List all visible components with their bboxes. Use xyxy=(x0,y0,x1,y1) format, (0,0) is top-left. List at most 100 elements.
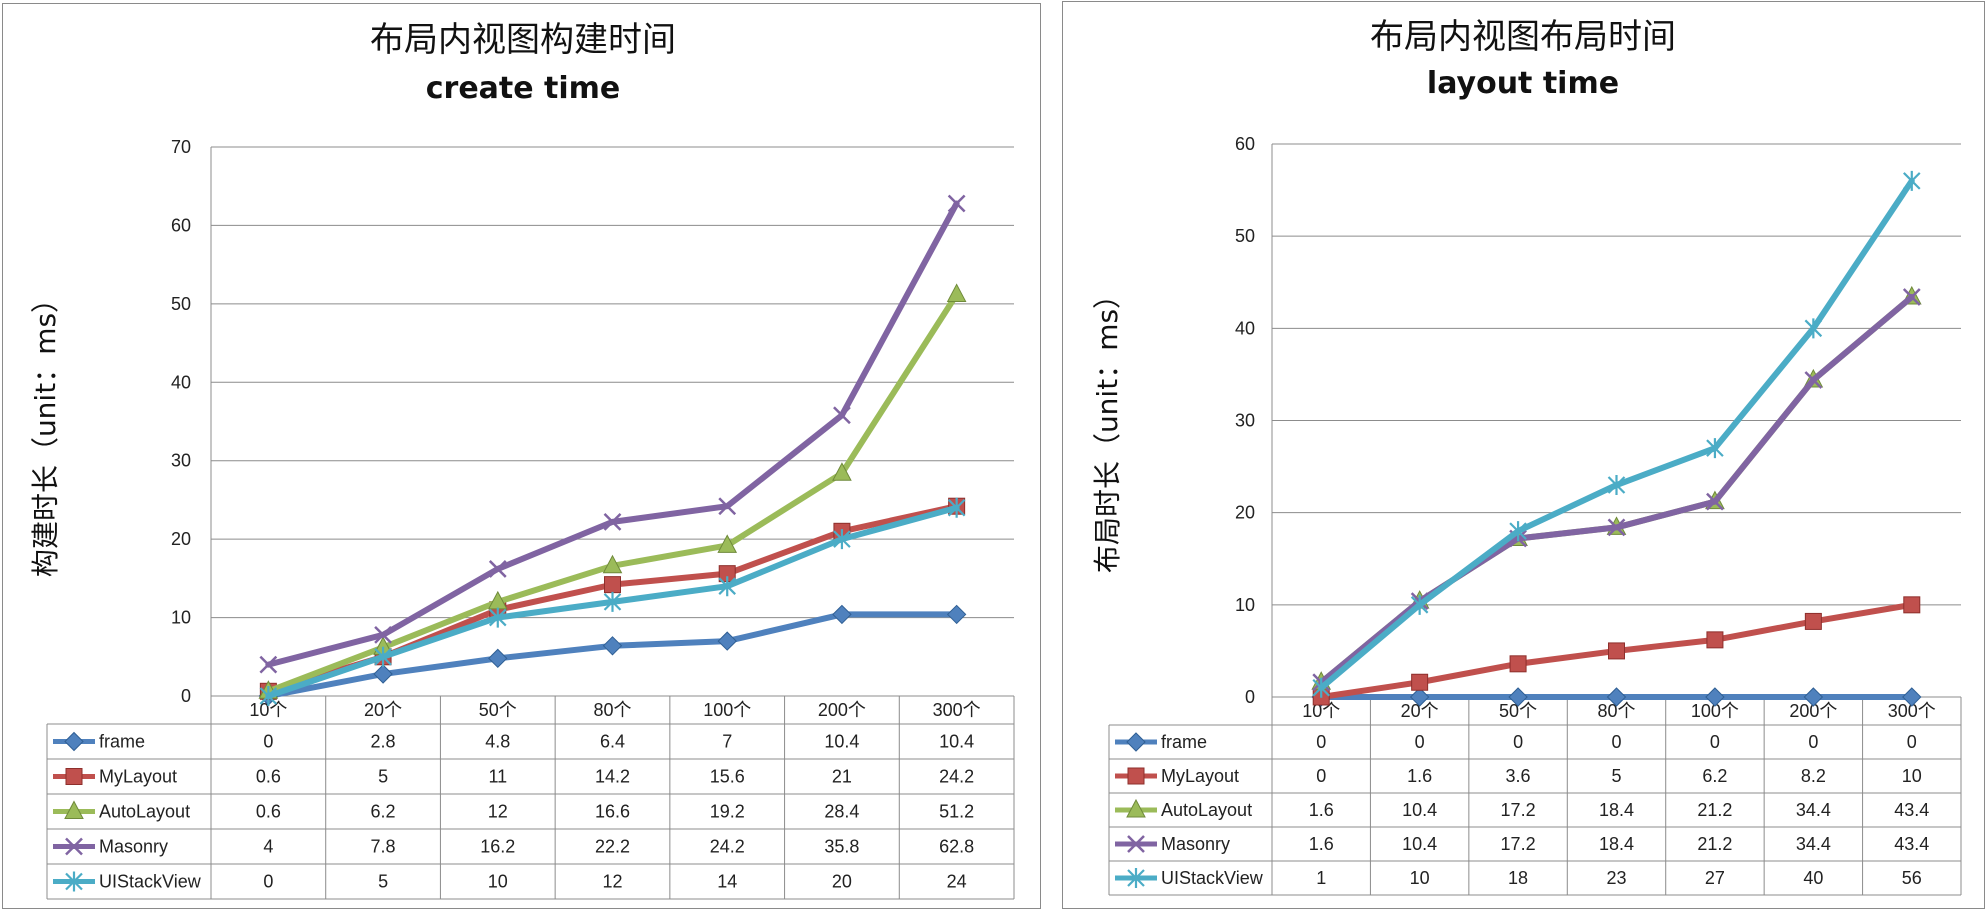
table-cell: 18.4 xyxy=(1599,834,1634,854)
table-cell: 10 xyxy=(488,872,508,892)
legend-label-autolayout: AutoLayout xyxy=(99,802,190,822)
legend-marker-autolayout xyxy=(64,800,84,819)
table-cell: 14.2 xyxy=(595,767,630,787)
legend-marker-uistackview xyxy=(1127,868,1145,888)
legend-marker-masonry xyxy=(65,837,83,856)
data-point-frame xyxy=(1803,687,1824,707)
table-cell: 0.6 xyxy=(256,802,281,822)
table-cell: 56 xyxy=(1902,868,1922,888)
data-point-frame xyxy=(1606,687,1627,707)
x-tick-label: 50个 xyxy=(1499,701,1537,721)
chart-title: 布局内视图构建时间 xyxy=(370,20,676,60)
data-point-frame xyxy=(373,664,393,684)
y-tick-label: 60 xyxy=(171,215,191,235)
x-tick-label: 80个 xyxy=(593,700,631,720)
y-tick-label: 40 xyxy=(171,372,191,392)
data-point-masonry xyxy=(1902,288,1921,306)
data-point-frame xyxy=(1902,687,1922,707)
chart-title: 布局内视图布局时间 xyxy=(1370,17,1676,57)
series-uistackview xyxy=(259,497,966,706)
table-cell: 0 xyxy=(1808,732,1818,752)
legend-label-frame: frame xyxy=(99,732,145,752)
table-cell: 10.4 xyxy=(1402,800,1437,820)
legend-label-mylayout: MyLayout xyxy=(1161,766,1239,786)
table-cell: 21.2 xyxy=(1697,800,1732,820)
table-cell: 21.2 xyxy=(1697,834,1732,854)
legend-label-uistackview: UIStackView xyxy=(1161,868,1264,888)
chart-subtitle: create time xyxy=(426,71,621,106)
data-point-mylayout xyxy=(1608,642,1625,660)
table-cell: 10 xyxy=(1902,766,1922,786)
table-cell: 35.8 xyxy=(824,837,859,857)
y-tick-label: 50 xyxy=(171,294,191,314)
data-point-uistackview xyxy=(259,686,278,706)
legend-marker-frame xyxy=(64,731,84,752)
table-cell: 16.2 xyxy=(480,837,515,857)
table-cell: 1 xyxy=(1316,868,1326,888)
data-point-mylayout xyxy=(1903,596,1921,614)
table-cell: 34.4 xyxy=(1796,800,1831,820)
table-cell: 14 xyxy=(717,872,737,892)
table-cell: 11 xyxy=(488,767,507,787)
table-cell: 0 xyxy=(1710,732,1720,752)
x-tick-label: 200个 xyxy=(818,700,866,720)
legend-marker-uistackview xyxy=(65,871,83,892)
table-cell: 28.4 xyxy=(824,802,859,822)
data-point-frame xyxy=(1705,687,1725,707)
table-cell: 18 xyxy=(1508,868,1528,888)
table-cell: 0 xyxy=(1316,766,1326,786)
table-cell: 51.2 xyxy=(939,802,974,822)
data-point-uistackview xyxy=(489,607,507,628)
data-point-mylayout xyxy=(1411,673,1429,691)
y-tick-label: 0 xyxy=(1245,687,1255,707)
y-tick-label: 30 xyxy=(1235,411,1255,431)
legend-label-autolayout: AutoLayout xyxy=(1161,800,1252,820)
table-cell: 62.8 xyxy=(939,837,974,857)
data-point-masonry xyxy=(374,625,392,644)
data-table: 10个 20个 50个 80个 100个 200个 300个 frame 0 0 0 0 0 0 0 MyLa… xyxy=(1108,697,1962,896)
table-cell: 6.2 xyxy=(1702,766,1727,786)
table-cell: 43.4 xyxy=(1894,834,1929,854)
table-cell: 17.2 xyxy=(1501,800,1536,820)
data-point-uistackview xyxy=(718,576,736,597)
data-point-uistackview xyxy=(1312,677,1330,698)
data-point-masonry xyxy=(603,513,622,531)
y-tick-label: 20 xyxy=(171,529,191,549)
legend-marker-mylayout xyxy=(65,768,83,785)
table-cell: 21 xyxy=(832,767,852,787)
data-point-uistackview xyxy=(1706,438,1724,459)
data-point-autolayout xyxy=(946,283,967,302)
legend-label-masonry: Masonry xyxy=(99,837,168,857)
x-tick-label: 100个 xyxy=(703,700,751,720)
data-point-uistackview xyxy=(947,497,966,518)
legend-label-uistackview: UIStackView xyxy=(99,872,202,892)
data-point-masonry xyxy=(718,497,737,516)
legend-marker-autolayout xyxy=(1126,798,1146,818)
table-cell: 0 xyxy=(1316,732,1326,752)
series-line-uistackview xyxy=(1318,177,1915,691)
series-line-autolayout xyxy=(265,291,960,695)
table-cell: 40 xyxy=(1803,868,1823,888)
data-point-uistackview xyxy=(833,529,851,550)
table-cell: 10 xyxy=(1410,868,1430,888)
table-cell: 7.8 xyxy=(371,837,396,857)
create-time-chart: 布局内视图构建时间 create time 构建时长（unit：ms） 0 10 20 30… xyxy=(29,20,1015,900)
legend-marker-masonry xyxy=(1127,835,1145,853)
table-cell: 12 xyxy=(602,872,622,892)
data-point-frame xyxy=(488,648,508,669)
table-cell: 17.2 xyxy=(1501,834,1536,854)
table-cell: 24 xyxy=(947,872,967,892)
data-point-masonry xyxy=(833,406,851,425)
table-cell: 22.2 xyxy=(595,837,630,857)
table-cell: 0 xyxy=(263,872,273,892)
data-point-autolayout xyxy=(717,534,738,553)
table-cell: 34.4 xyxy=(1796,834,1831,854)
table-cell: 0 xyxy=(1611,732,1621,752)
y-axis-label: 构建时长（unit：ms） xyxy=(29,285,62,577)
y-tick-label: 10 xyxy=(171,608,191,628)
table-cell: 2.8 xyxy=(371,732,396,752)
data-point-uistackview xyxy=(1410,594,1429,615)
data-table: 10个 20个 50个 80个 100个 200个 300个 frame 0 2.8 4.8 6.4 7… xyxy=(46,696,1015,900)
x-tick-label: 100个 xyxy=(1691,701,1739,721)
